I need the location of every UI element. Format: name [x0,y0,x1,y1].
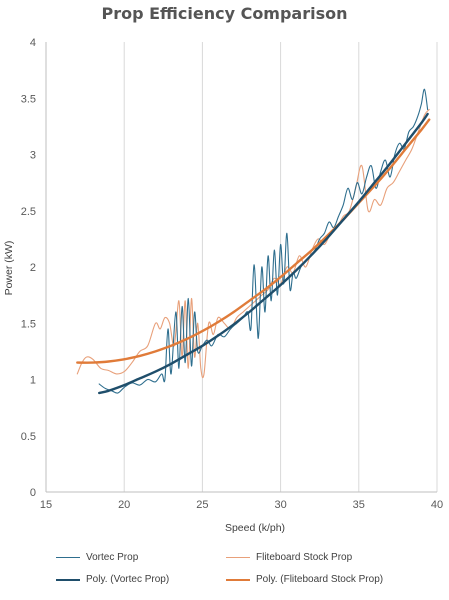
legend-label: Poly. (Vortec Prop) [86,574,170,585]
x-tick-label: 35 [353,499,365,511]
legend-item-fliteboard: Fliteboard Stock Prop [226,552,352,563]
y-tick-label: 1 [30,375,36,387]
legend-swatch-vortec [56,557,80,558]
legend-swatch-fliteboard [226,557,250,558]
y-tick-label: 2 [30,262,36,274]
legend-swatch-vortec-trend [56,578,80,581]
legend-item-vortec-trend: Poly. (Vortec Prop) [56,574,169,585]
series-line-vortec [98,88,429,394]
legend-swatch-fliteboard-trend [226,578,250,581]
legend-item-fliteboard-trend: Poly. (Fliteboard Stock Prop) [226,574,383,585]
legend-label: Vortec Prop [86,552,139,563]
x-tick-label: 30 [274,499,286,511]
y-tick-label: 1.5 [21,318,36,330]
trendline-fliteboard [76,118,431,364]
legend-label: Fliteboard Stock Prop [256,552,353,563]
tick-labels: 15 20 25 30 35 40 0 0.5 1 1.5 2 2.5 3 3.5 4 [21,37,443,511]
x-axis-title: Speed (k/ph) [225,522,285,534]
x-tick-label: 40 [431,499,443,511]
y-tick-label: 0.5 [21,431,36,443]
y-axis-title: Power (kW) [3,241,15,296]
chart-title: Prop Efficiency Comparison [101,4,348,23]
y-tick-label: 4 [30,37,36,49]
series-lines [76,88,431,395]
legend: Vortec Prop Fliteboard Stock Prop Poly. … [56,548,436,594]
axes [45,42,437,493]
y-tick-label: 0 [30,487,36,499]
legend-label: Poly. (Fliteboard Stock Prop) [256,574,384,585]
y-tick-label: 2.5 [21,206,36,218]
x-tick-label: 20 [118,499,130,511]
y-tick-label: 3 [30,150,36,162]
y-tick-label: 3.5 [21,93,36,105]
gridlines [123,42,438,492]
trendline-vortec [98,112,429,395]
legend-item-vortec: Vortec Prop [56,552,138,563]
x-tick-label: 15 [40,499,52,511]
x-tick-label: 25 [196,499,208,511]
series-line-fliteboard [76,108,430,379]
